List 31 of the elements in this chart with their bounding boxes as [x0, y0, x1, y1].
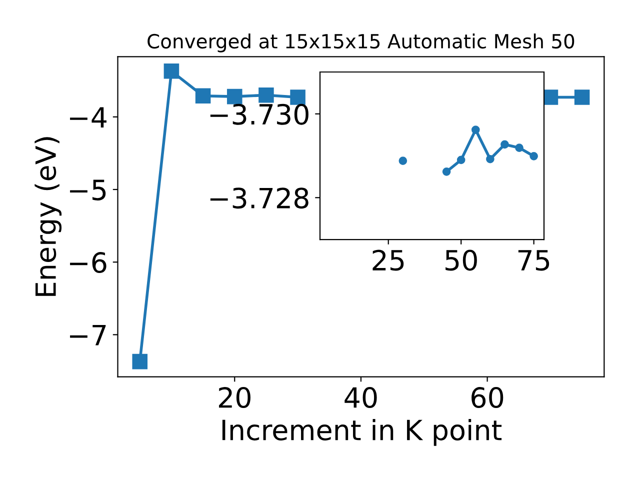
x-tick-label: 75 [518, 250, 550, 271]
y-tick-label: −4 [70, 107, 106, 128]
point [226, 88, 242, 104]
point [442, 168, 451, 176]
point [290, 90, 306, 105]
point [530, 152, 538, 160]
x-tick-label: 20 [218, 387, 250, 408]
y-tick-label: −3.730 [210, 104, 308, 125]
point [258, 87, 274, 103]
point [132, 354, 148, 370]
y-tick-label: −5 [70, 180, 106, 200]
point [398, 156, 408, 165]
x-tick-label: 40 [344, 387, 377, 408]
x-tick-label: 60 [472, 387, 504, 408]
y-tick-label: −7 [70, 324, 106, 346]
point [542, 90, 558, 105]
point [471, 126, 480, 134]
chart-title: Converged at 15x15x15 Automatic Mesh 50 [148, 34, 574, 52]
point [486, 154, 494, 164]
point [195, 88, 211, 104]
point [456, 156, 466, 164]
point [515, 144, 524, 152]
y-tick-label: −6 [70, 252, 106, 274]
x-tick-label: 25 [372, 250, 404, 271]
point [164, 64, 180, 79]
y-tick-label: −3.728 [210, 188, 308, 209]
x-axis-title: Increment in K point [222, 418, 502, 446]
point [500, 140, 509, 149]
y-axis-title: Energy (eV) [34, 137, 62, 296]
x-tick-label: 50 [446, 250, 477, 271]
point [574, 90, 590, 105]
